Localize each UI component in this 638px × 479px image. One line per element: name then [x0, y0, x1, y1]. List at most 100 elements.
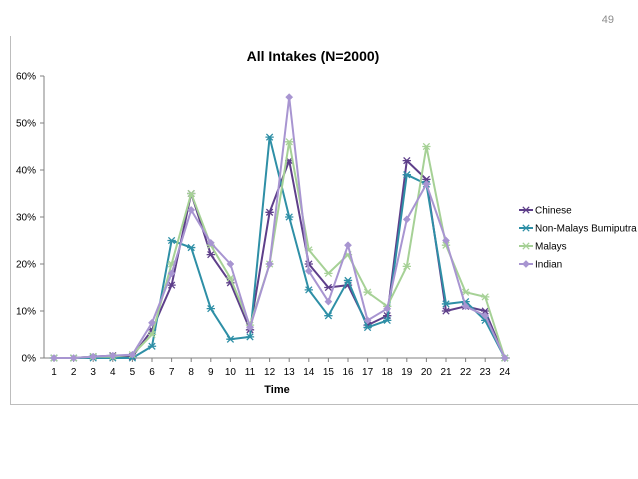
chart-frame — [10, 36, 638, 405]
data-point-indian — [148, 318, 156, 327]
data-point-non-malays-bumiputra — [363, 323, 372, 332]
legend-marker — [521, 242, 531, 250]
legend-item-malays: Malays — [519, 242, 567, 253]
data-point-indian — [108, 351, 117, 360]
data-point-malays — [226, 274, 235, 282]
data-point-indian — [500, 354, 509, 362]
data-point-malays — [147, 330, 157, 339]
data-point-indian — [344, 241, 352, 250]
data-point-malays — [422, 142, 431, 151]
x-axis: 1 2 3 4 5 6 7 8 9 10 11 12 13 14 15 16 17 18 19 20 21 22 23 24 — [44, 357, 511, 378]
series-malays — [49, 138, 509, 362]
x-tick-label: 1 — [51, 367, 57, 378]
x-tick-label: 17 — [362, 367, 374, 378]
data-point-chinese — [441, 307, 451, 315]
x-tick-label: 8 — [188, 367, 194, 378]
x-tick-label: 14 — [303, 367, 315, 378]
y-tick-label: 50% — [16, 119, 36, 130]
x-tick-label: 21 — [440, 367, 452, 378]
series-line-non-malays-bumiputra — [54, 136, 506, 359]
x-tick-label: 15 — [323, 367, 335, 378]
data-point-indian — [402, 215, 411, 224]
data-point-malays — [363, 288, 372, 296]
series-line-chinese — [54, 159, 506, 359]
data-point-indian — [324, 297, 333, 306]
legend-item-chinese: Chinese — [519, 206, 572, 217]
legend-item-indian: Indian — [519, 260, 562, 271]
x-tick-label: 23 — [480, 367, 492, 378]
y-tick-label: 30% — [16, 213, 36, 224]
x-tick-label: 7 — [169, 367, 175, 378]
legend-marker — [522, 260, 530, 268]
y-tick-label: 20% — [16, 260, 36, 271]
chart-title: All Intakes (N=2000) — [247, 48, 380, 64]
data-point-indian — [304, 267, 313, 276]
x-tick-label: 2 — [71, 367, 77, 378]
data-point-non-malays-bumiputra — [245, 333, 255, 341]
data-point-malays — [461, 288, 470, 296]
data-point-indian — [383, 304, 392, 313]
data-point-non-malays-bumiputra — [285, 213, 294, 221]
data-point-indian — [167, 269, 176, 278]
x-tick-label: 5 — [130, 367, 136, 378]
x-axis-title: Time — [264, 384, 289, 396]
data-point-non-malays-bumiputra — [147, 342, 157, 350]
data-point-malays — [402, 262, 411, 271]
data-point-malays — [285, 138, 294, 146]
data-point-indian — [461, 302, 470, 311]
data-point-malays — [187, 189, 196, 198]
legend-marker — [521, 224, 531, 232]
x-tick-label: 12 — [264, 367, 276, 378]
data-point-non-malays-bumiputra — [265, 133, 274, 141]
slide-number: 49 — [601, 14, 614, 26]
data-point-indian — [265, 260, 274, 268]
x-tick-label: 9 — [208, 367, 214, 378]
series-line-indian — [54, 96, 506, 359]
data-point-indian — [206, 238, 215, 247]
data-point-chinese — [167, 281, 176, 289]
data-point-indian — [481, 311, 490, 320]
data-point-indian — [187, 205, 196, 214]
x-tick-label: 4 — [110, 367, 116, 378]
data-point-malays — [324, 269, 333, 278]
x-tick-label: 19 — [401, 367, 413, 378]
data-point-chinese — [206, 250, 215, 259]
data-point-indian — [128, 350, 137, 359]
legend: Chinese Non-Malays Bumiputra Malays Indian — [519, 206, 637, 271]
data-point-non-malays-bumiputra — [167, 236, 176, 245]
x-tick-label: 24 — [499, 367, 511, 378]
data-point-indian — [50, 354, 58, 362]
data-point-chinese — [265, 208, 274, 216]
legend-item-non-malays-bumiputra: Non-Malays Bumiputra — [519, 224, 637, 235]
data-point-indian — [69, 354, 78, 362]
data-point-non-malays-bumiputra — [304, 286, 313, 294]
data-point-indian — [422, 180, 431, 189]
x-tick-label: 20 — [421, 367, 433, 378]
series-non-malays-bumiputra — [49, 133, 509, 362]
x-tick-label: 13 — [284, 367, 296, 378]
x-tick-label: 11 — [245, 367, 256, 378]
y-tick-label: 0% — [22, 354, 37, 365]
data-point-non-malays-bumiputra — [402, 171, 411, 179]
series-indian — [50, 93, 509, 362]
legend-label: Malays — [535, 242, 567, 253]
x-tick-label: 18 — [382, 367, 394, 378]
legend-label: Chinese — [535, 206, 572, 217]
data-point-non-malays-bumiputra — [324, 312, 333, 320]
data-point-indian — [285, 93, 294, 102]
data-point-indian — [89, 352, 98, 361]
data-point-chinese — [324, 283, 333, 292]
data-point-non-malays-bumiputra — [206, 304, 215, 313]
data-point-non-malays-bumiputra — [343, 276, 353, 285]
x-tick-label: 6 — [149, 367, 155, 378]
x-tick-label: 22 — [460, 367, 472, 378]
y-tick-label: 40% — [16, 166, 36, 177]
legend-label: Non-Malays Bumiputra — [535, 224, 637, 235]
data-point-indian — [363, 316, 372, 325]
y-tick-label: 60% — [16, 72, 36, 83]
data-point-non-malays-bumiputra — [441, 300, 451, 308]
y-axis: 0% 10% 20% 30% 40% 50% 60% — [16, 72, 45, 365]
legend-marker — [521, 206, 531, 214]
y-tick-label: 10% — [16, 307, 36, 318]
